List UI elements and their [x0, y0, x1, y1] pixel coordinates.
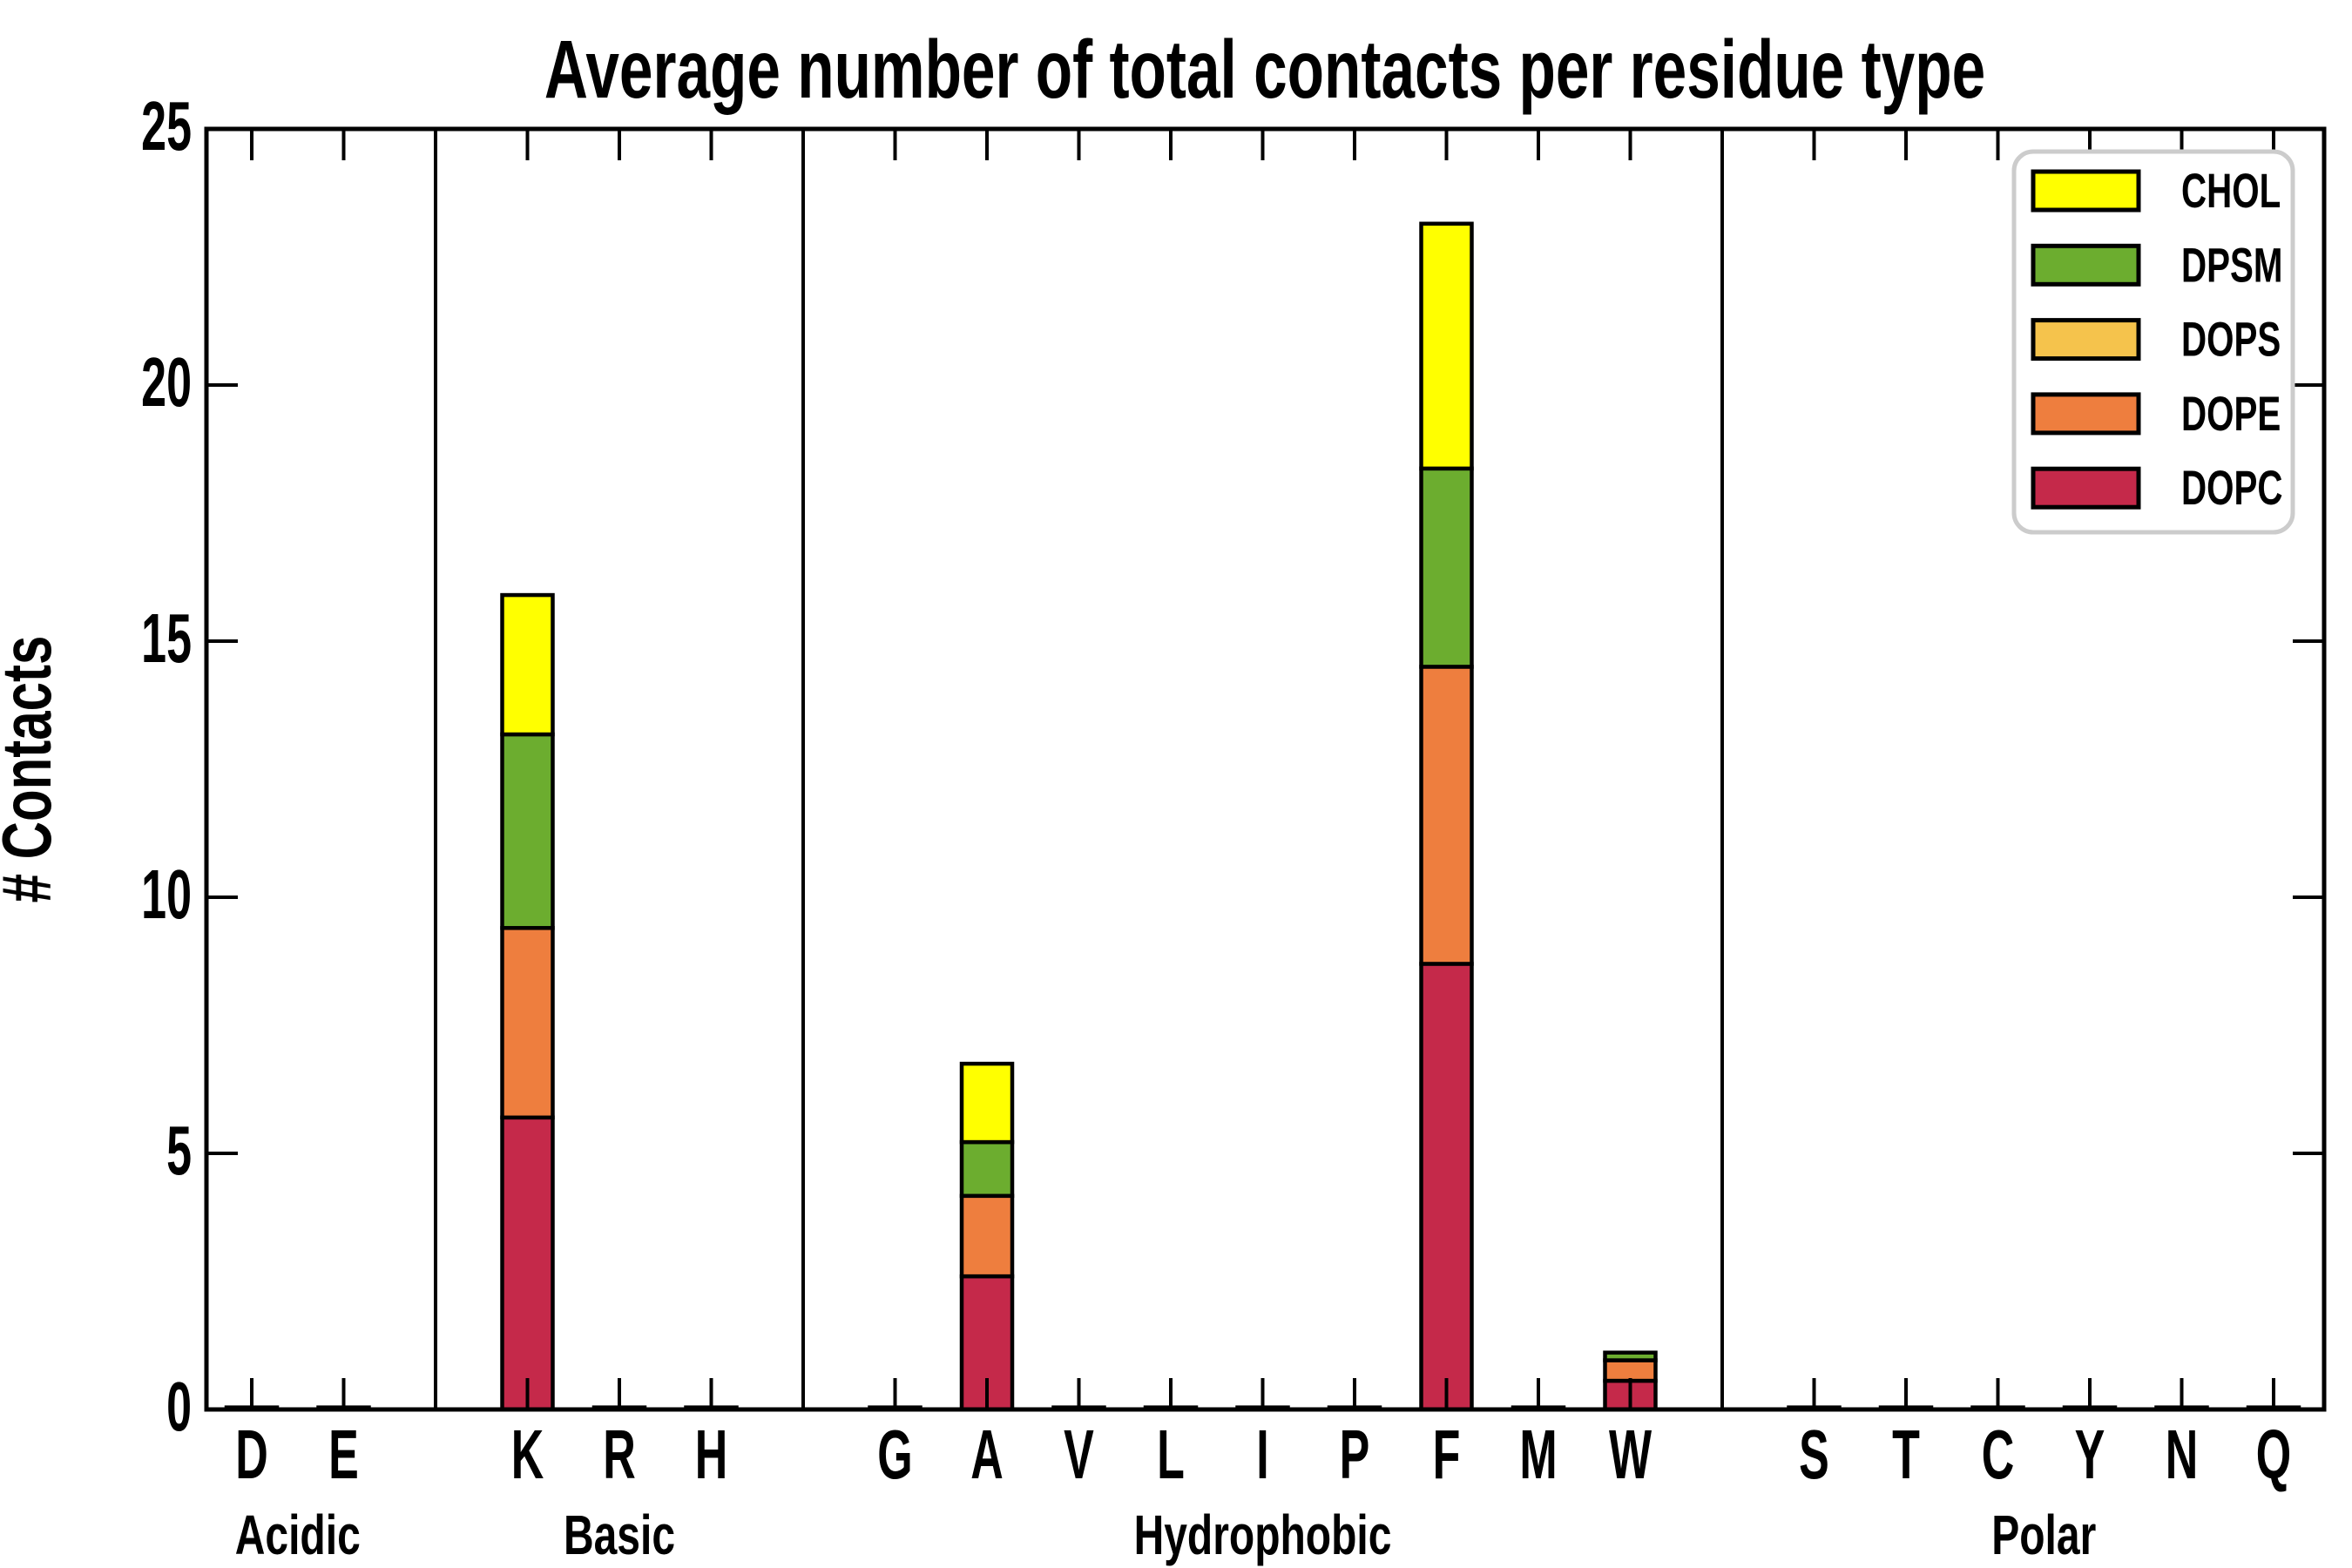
- legend-swatch-DOPS: [2031, 318, 2141, 362]
- legend-swatch-DOPC: [2031, 466, 2141, 510]
- x-tick-label-R: R: [603, 1416, 636, 1494]
- legend-label-DOPE: DOPE: [2181, 388, 2281, 442]
- legend-label-DOPS: DOPS: [2181, 313, 2281, 367]
- x-tick-label-S: S: [1799, 1416, 1829, 1494]
- x-tick-label-L: L: [1157, 1416, 1185, 1494]
- x-tick-label-P: P: [1340, 1416, 1370, 1494]
- x-tick-label-K: K: [511, 1416, 544, 1494]
- y-tick-label-5: 5: [166, 1112, 192, 1190]
- x-tick-label-V: V: [1064, 1416, 1094, 1494]
- bar-segment-A-CHOL: [959, 1061, 1015, 1145]
- group-label-Acidic: Acidic: [235, 1504, 361, 1565]
- bars-layer: [224, 221, 2301, 1412]
- x-tick-label-W: W: [1609, 1416, 1652, 1494]
- legend-swatch-CHOL: [2031, 169, 2141, 213]
- x-tick-label-A: A: [970, 1416, 1004, 1494]
- bar-segment-K-CHOL: [500, 592, 555, 737]
- bar-segment-F-DOPE: [1419, 665, 1474, 966]
- x-labels-layer: D E K R H G A V L I P F M W S T C Y N Q Acidic Basic Hydrophob…: [235, 1416, 2291, 1566]
- bar-segment-K-DOPE: [500, 926, 555, 1120]
- legend-swatch-DOPE: [2031, 392, 2141, 436]
- y-tick-label-25: 25: [141, 88, 192, 166]
- bar-segment-W-DOPE: [1603, 1358, 1658, 1383]
- bar-segment-K-DOPC: [500, 1115, 555, 1412]
- x-tick-label-D: D: [235, 1416, 268, 1494]
- tick-labels-layer: 0 5 10 15 20 25: [141, 88, 192, 1446]
- legend-swatch-DPSM: [2031, 243, 2141, 287]
- axes-layer: [204, 126, 2327, 1412]
- legend-label-DPSM: DPSM: [2181, 239, 2282, 293]
- x-tick-label-I: I: [1256, 1416, 1268, 1494]
- y-tick-label-10: 10: [141, 856, 192, 934]
- x-tick-label-M: M: [1519, 1416, 1557, 1494]
- legend-label-CHOL: CHOL: [2181, 165, 2281, 219]
- y-tick-label-0: 0: [166, 1369, 192, 1446]
- group-label-Hydrophobic: Hydrophobic: [1134, 1504, 1392, 1565]
- bar-segment-F-DPSM: [1419, 466, 1474, 669]
- bar-segment-W-DPSM: [1603, 1350, 1658, 1362]
- y-axis-label: # Contacts: [0, 636, 65, 903]
- x-tick-label-F: F: [1433, 1416, 1461, 1494]
- x-tick-label-E: E: [328, 1416, 359, 1494]
- legend-label-DOPC: DOPC: [2181, 462, 2282, 516]
- plot-frame: [204, 126, 2327, 1412]
- x-tick-label-Q: Q: [2256, 1416, 2291, 1494]
- bar-segment-A-DOPE: [959, 1193, 1015, 1279]
- legend: CHOL DPSM DOPS DOPE DOPC: [2011, 149, 2295, 535]
- bar-segment-K-DPSM: [500, 732, 555, 930]
- group-label-Polar: Polar: [1991, 1504, 2096, 1565]
- bar-segment-F-CHOL: [1419, 221, 1474, 471]
- x-tick-label-Y: Y: [2075, 1416, 2105, 1494]
- y-tick-label-20: 20: [141, 344, 192, 422]
- x-tick-label-H: H: [695, 1416, 728, 1494]
- bar-segment-F-DOPC: [1419, 962, 1474, 1412]
- chart-title: Average number of total contacts per res…: [544, 23, 1985, 115]
- bar-segment-A-DPSM: [959, 1139, 1015, 1199]
- x-tick-label-N: N: [2166, 1416, 2199, 1494]
- x-tick-label-C: C: [1982, 1416, 2015, 1494]
- x-tick-label-G: G: [877, 1416, 912, 1494]
- group-label-Basic: Basic: [564, 1504, 675, 1565]
- y-tick-label-15: 15: [141, 600, 192, 678]
- x-tick-label-T: T: [1892, 1416, 1920, 1494]
